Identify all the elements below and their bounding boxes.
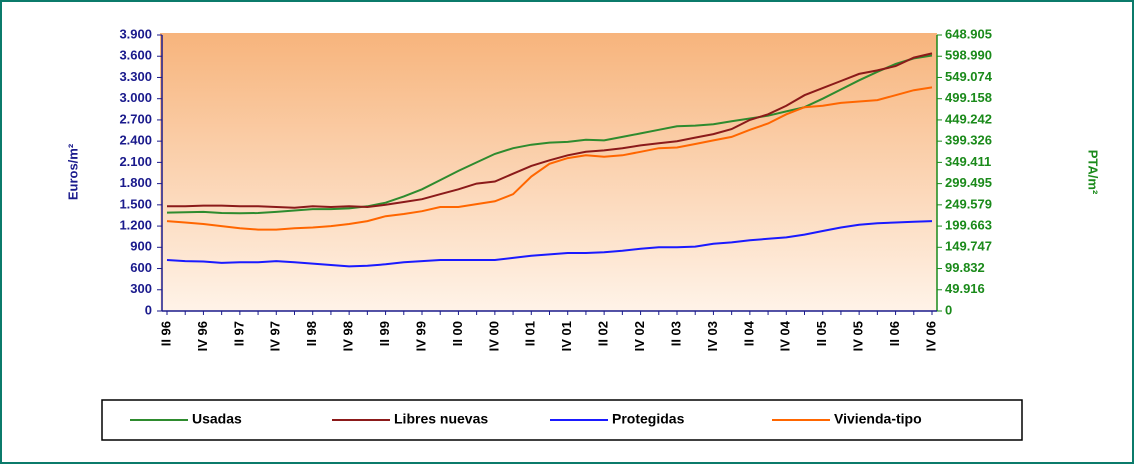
legend-label: Libres nuevas: [394, 411, 488, 427]
legend-label: Protegidas: [612, 411, 685, 427]
y2-tick-label: 399.326: [945, 133, 992, 148]
x-tick-label: II 04: [741, 320, 756, 346]
x-tick-label: II 99: [377, 321, 392, 346]
x-tick-label: IV 99: [413, 321, 428, 351]
x-tick-label: IV 96: [195, 321, 210, 351]
y-tick-label: 3.600: [119, 48, 152, 63]
x-tick-label: II 02: [596, 321, 611, 346]
y-tick-label: 1.500: [119, 196, 152, 211]
x-tick-label: IV 02: [632, 321, 647, 351]
x-tick-label: II 96: [158, 321, 173, 346]
x-tick-label: II 98: [304, 321, 319, 346]
y2-tick-label: 499.158: [945, 90, 992, 105]
y2-tick-label: 249.579: [945, 196, 992, 211]
x-tick-label: IV 04: [778, 320, 793, 351]
series-line: [167, 52, 933, 209]
x-tick-label: II 01: [523, 321, 538, 346]
x-tick-label: II 00: [450, 321, 465, 346]
y2-tick-label: 0: [945, 302, 952, 317]
y-tick-label: 3.900: [119, 26, 152, 41]
y2-tick-label: 299.495: [945, 175, 992, 190]
y2-tick-label: 549.074: [945, 69, 993, 84]
x-tick-label: II 03: [668, 321, 683, 346]
y-tick-label: 2.700: [119, 111, 152, 126]
y2-tick-label: 349.411: [945, 154, 991, 169]
y-tick-label: 900: [130, 239, 152, 254]
y-axis-title: Euros/m²: [65, 143, 80, 200]
y-tick-label: 3.000: [119, 90, 152, 105]
x-tick-label: IV 03: [705, 321, 720, 351]
y-tick-label: 1.200: [119, 218, 152, 233]
y-tick-label: 2.400: [119, 133, 152, 148]
x-tick-label: IV 98: [341, 321, 356, 351]
y-tick-label: 2.100: [119, 154, 152, 169]
y2-tick-label: 598.990: [945, 48, 992, 63]
y2-tick-label: 149.747: [945, 239, 992, 254]
x-tick-label: II 06: [887, 321, 902, 346]
x-tick-label: IV 00: [486, 321, 501, 351]
y2-axis-title: PTA/m²: [1086, 150, 1101, 195]
y2-tick-label: 449.242: [945, 111, 992, 126]
legend-label: Vivienda-tipo: [834, 411, 922, 427]
y2-tick-label: 648.905: [945, 26, 992, 41]
x-tick-label: II 97: [231, 321, 246, 346]
y-tick-label: 300: [130, 281, 152, 296]
x-tick-label: IV 97: [268, 321, 283, 351]
y-tick-label: 1.800: [119, 175, 152, 190]
x-tick-label: IV 05: [851, 321, 866, 351]
y-tick-label: 3.300: [119, 69, 152, 84]
series-line: [166, 86, 933, 231]
y2-tick-label: 199.663: [945, 218, 992, 233]
x-tick-label: II 05: [814, 321, 829, 346]
series-line: [166, 220, 933, 268]
legend-label: Usadas: [192, 411, 242, 427]
x-tick-label: IV 01: [559, 321, 574, 351]
y-tick-label: 600: [130, 260, 152, 275]
y2-tick-label: 49.916: [945, 281, 985, 296]
y-tick-label: 0: [145, 302, 152, 317]
plot-area: [160, 33, 937, 311]
x-tick-label: IV 06: [923, 321, 938, 351]
y2-tick-label: 99.832: [945, 260, 985, 275]
